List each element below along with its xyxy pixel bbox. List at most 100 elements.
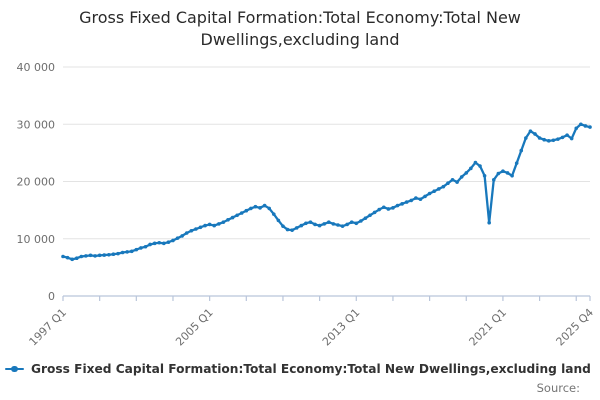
data-point	[129, 249, 134, 254]
data-point	[510, 173, 514, 178]
data-point	[107, 252, 111, 257]
data-point	[524, 136, 528, 140]
data-point	[97, 253, 102, 258]
data-point	[464, 171, 469, 175]
data-point	[583, 124, 588, 128]
data-point	[560, 135, 565, 140]
data-point	[345, 222, 349, 227]
data-point	[372, 210, 377, 215]
data-point	[308, 220, 313, 224]
data-point	[491, 177, 496, 182]
y-tick-label: 30 000	[17, 118, 56, 131]
data-point	[556, 137, 560, 141]
data-point	[290, 228, 294, 232]
data-point	[70, 257, 74, 262]
data-point	[386, 207, 391, 211]
data-point	[423, 194, 427, 199]
data-point	[235, 213, 239, 218]
data-point	[166, 240, 171, 244]
data-point	[336, 223, 340, 227]
data-point	[171, 238, 175, 243]
data-point	[487, 220, 491, 225]
data-point	[505, 171, 510, 175]
data-point	[551, 138, 556, 143]
x-tick-label: 2013 Q1	[320, 306, 363, 349]
data-point	[514, 161, 519, 165]
data-point	[533, 132, 537, 136]
data-point	[574, 126, 579, 131]
data-point	[244, 208, 249, 213]
data-point	[519, 148, 524, 153]
x-axis-labels: 1997 Q1 2005 Q1 2013 Q1 2021 Q1 2025 Q4	[27, 306, 597, 349]
x-axis	[62, 295, 591, 301]
data-point	[262, 203, 267, 208]
x-tick-label: 2005 Q1	[173, 306, 216, 349]
data-point	[157, 240, 162, 245]
data-point	[455, 180, 459, 184]
data-point	[313, 222, 317, 227]
data-point	[120, 250, 125, 255]
data-point	[436, 187, 441, 191]
data-point	[93, 254, 97, 258]
data-point	[143, 244, 148, 249]
data-point	[180, 234, 184, 238]
chart-title: Gross Fixed Capital Formation:Total Econ…	[50, 7, 550, 51]
y-tick-label: 0	[48, 290, 55, 303]
data-point	[194, 227, 198, 231]
data-point	[88, 253, 93, 258]
data-point	[377, 207, 382, 212]
data-point	[299, 223, 304, 228]
data-point	[239, 211, 244, 215]
data-point	[359, 219, 363, 223]
data-point	[391, 206, 395, 210]
chart-title-text: Gross Fixed Capital Formation:Total Econ…	[79, 8, 521, 49]
data-point	[409, 198, 414, 203]
data-point	[588, 125, 592, 129]
data-point	[496, 171, 501, 176]
legend-label: Gross Fixed Capital Formation:Total Econ…	[31, 362, 591, 376]
data-point	[546, 139, 551, 143]
data-point	[368, 213, 372, 218]
data-point	[450, 177, 455, 182]
data-point	[469, 166, 473, 171]
gridlines	[63, 66, 590, 240]
data-point	[198, 225, 203, 230]
data-point	[230, 215, 235, 220]
data-point	[473, 160, 478, 165]
data-point	[317, 223, 322, 228]
data-point	[501, 169, 505, 173]
data-point	[528, 129, 533, 133]
data-point	[363, 216, 368, 220]
data-point	[175, 236, 180, 240]
data-point	[267, 206, 272, 211]
data-point	[207, 222, 212, 227]
data-point	[111, 252, 116, 257]
source-label: Source:	[536, 381, 580, 395]
data-point	[304, 221, 308, 226]
data-point	[414, 196, 418, 200]
data-point	[162, 241, 166, 246]
data-point	[349, 220, 354, 224]
data-point	[537, 136, 542, 140]
data-point	[565, 133, 569, 137]
legend: Gross Fixed Capital Formation:Total Econ…	[5, 362, 597, 376]
legend-dot-icon	[11, 365, 18, 372]
data-point	[79, 254, 84, 259]
data-point	[84, 254, 88, 258]
data-point	[432, 189, 436, 194]
data-point	[446, 181, 450, 186]
data-point	[395, 203, 400, 208]
data-point	[203, 223, 207, 228]
legend-line-marker-icon	[5, 365, 24, 373]
data-point	[322, 222, 327, 226]
data-point	[217, 222, 221, 226]
data-point	[294, 226, 299, 230]
data-point	[258, 206, 262, 210]
data-point	[381, 205, 386, 210]
x-tick-label: 1997 Q1	[27, 306, 70, 349]
data-point	[478, 164, 482, 168]
data-point	[285, 227, 290, 232]
data-point	[441, 184, 446, 189]
